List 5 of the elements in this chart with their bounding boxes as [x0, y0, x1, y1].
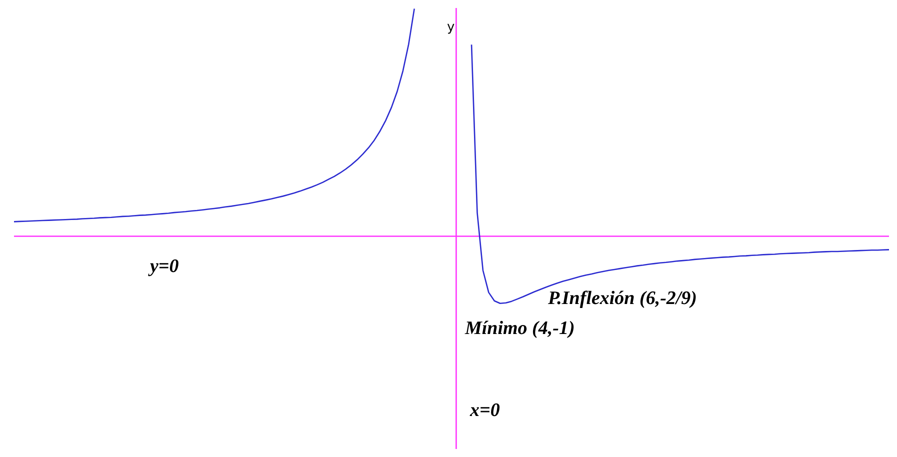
annotation: y=0 — [150, 256, 179, 278]
y-axis-title: y — [447, 20, 455, 35]
text: x=0 — [470, 400, 500, 422]
text: Mínimo (4,-1) — [465, 318, 575, 340]
annotation: P.Inflexión (6,-2/9) — [548, 288, 698, 310]
